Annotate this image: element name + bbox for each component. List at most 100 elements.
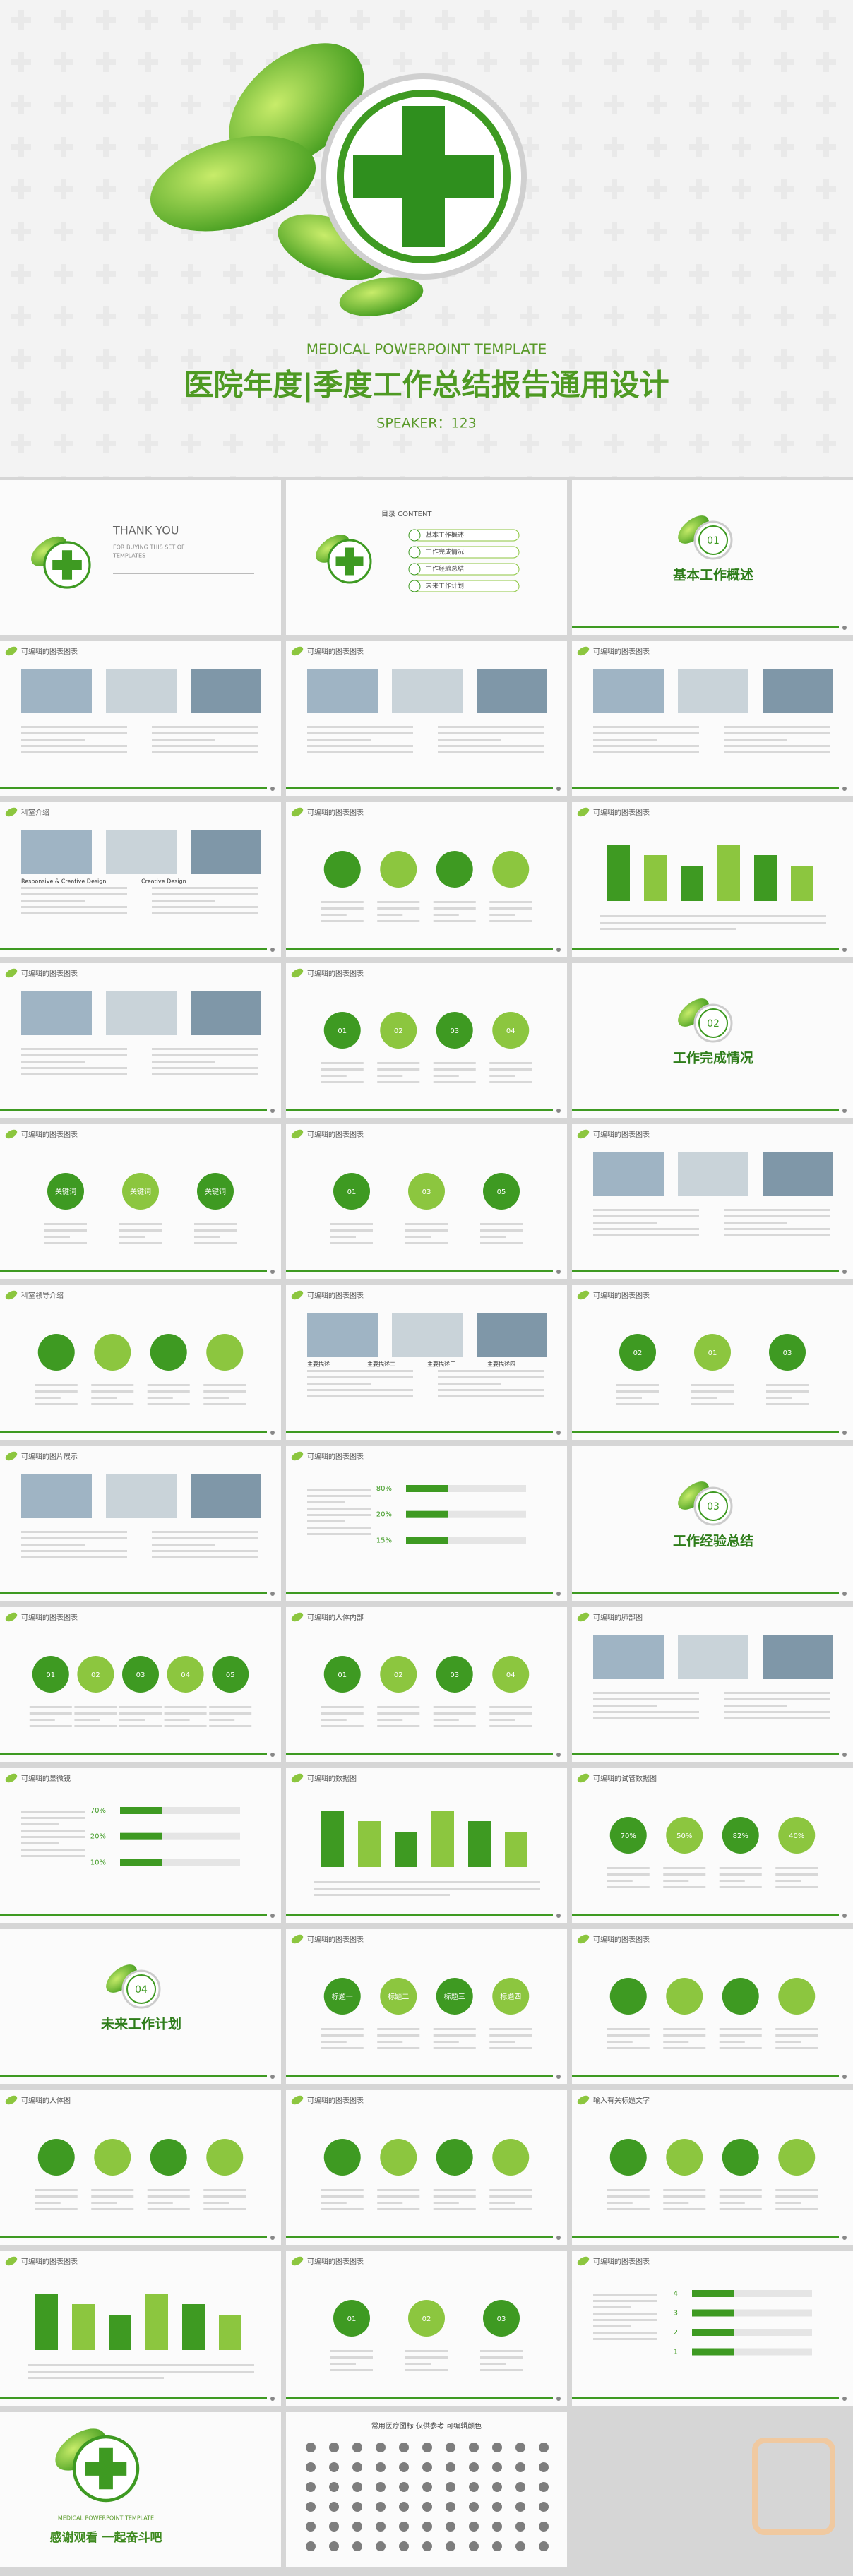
bottom-line [0, 1914, 267, 1916]
photo [21, 669, 92, 713]
photo [21, 1474, 92, 1518]
node [722, 1817, 759, 1854]
icon [539, 2502, 549, 2512]
placeholder-line [203, 2195, 246, 2198]
placeholder-line [724, 1234, 830, 1236]
placeholder-line [152, 912, 258, 914]
icon [376, 2541, 386, 2551]
hero-logo [150, 43, 527, 316]
end-title: 感谢观看 一起奋斗吧 [50, 2530, 162, 2545]
slide-background [0, 802, 281, 957]
slide: 04 未来工作计划 [0, 1929, 281, 2084]
placeholder-line [152, 726, 258, 728]
placeholder-line [203, 1403, 246, 1405]
placeholder-line [719, 2034, 762, 2037]
placeholder-line [377, 901, 420, 903]
placeholder-line [91, 1397, 117, 1399]
placeholder-line [607, 2041, 633, 2043]
decor-bar [717, 845, 740, 901]
placeholder-line [489, 920, 532, 922]
placeholder-line [91, 1403, 134, 1405]
icon [492, 2541, 502, 2551]
slide-header: 可编辑的图表图表 [307, 2096, 364, 2105]
placeholder-line [766, 1384, 809, 1386]
row-label: 1 [674, 2349, 678, 2356]
icon [352, 2541, 362, 2551]
placeholder-line [164, 1706, 207, 1708]
placeholder-line [209, 1725, 252, 1727]
placeholder-line [330, 2369, 373, 2371]
placeholder-line [152, 906, 258, 908]
placeholder-line [405, 1236, 431, 1238]
placeholder-line [21, 1544, 85, 1546]
header-leaf [577, 2095, 590, 2105]
photo [763, 669, 833, 713]
placeholder-line [489, 1062, 532, 1064]
placeholder-line [330, 1223, 373, 1225]
placeholder-line [724, 1698, 830, 1700]
bottom-line [286, 1270, 553, 1272]
bottom-line [572, 2236, 839, 2238]
row-track [120, 1859, 240, 1866]
placeholder-line [330, 1229, 373, 1232]
placeholder-line [307, 1489, 371, 1491]
row-label: 3 [674, 2310, 678, 2318]
slide: MEDICAL POWERPOINT TEMPLATE 感谢观看 一起奋斗吧 [0, 2412, 281, 2567]
placeholder-line [489, 1075, 515, 1077]
bottom-line [572, 626, 839, 628]
placeholder-line [119, 1706, 162, 1708]
caption: Responsive & Creative Design [21, 878, 106, 885]
slide-background [0, 963, 281, 1118]
bottom-line [0, 1753, 267, 1755]
placeholder-line [21, 1067, 127, 1069]
node-label: 04 [181, 1671, 190, 1679]
node [769, 1334, 806, 1371]
bottom-dot [842, 1109, 847, 1113]
header-leaf [5, 968, 18, 978]
placeholder-line [438, 1376, 544, 1378]
node [197, 1173, 234, 1210]
icon [399, 2443, 409, 2452]
placeholder-line [489, 2034, 532, 2037]
placeholder-line [44, 1229, 87, 1232]
node [666, 1978, 703, 2015]
placeholder-line [314, 1888, 540, 1890]
placeholder-line [607, 1886, 650, 1888]
row-bar [120, 1832, 162, 1840]
slide-header: 可编辑的图表图表 [307, 1452, 364, 1461]
icon [492, 2522, 502, 2532]
node [150, 1334, 187, 1371]
bottom-line [572, 1592, 839, 1594]
icon [446, 2502, 455, 2512]
hero-speaker: SPEAKER：123 [376, 416, 476, 431]
node [37, 1334, 75, 1371]
bottom-dot [842, 626, 847, 630]
slide-header: 可编辑的图表图表 [307, 808, 364, 817]
placeholder-line [321, 2208, 364, 2210]
placeholder-line [616, 1397, 642, 1399]
bottom-dot [842, 1914, 847, 1918]
placeholder-line [28, 2371, 254, 2373]
placeholder-line [321, 1712, 364, 1715]
slide-header: 可编辑的图表图表 [307, 969, 364, 978]
placeholder-line [21, 1830, 85, 1832]
placeholder-line [119, 1719, 145, 1721]
placeholder-line [321, 1062, 364, 1064]
node [323, 1978, 361, 2015]
slide [572, 2412, 853, 2567]
node [492, 1656, 530, 1693]
node-label: 02 [633, 1349, 643, 1357]
icon [469, 2541, 479, 2551]
node-label: 标题二 [388, 1993, 409, 2001]
slide-background [0, 641, 281, 796]
photo [191, 830, 261, 874]
slide: 可编辑的显微镜 70% 20% 10% [0, 1768, 281, 1923]
photo [21, 991, 92, 1035]
logo-cross [52, 550, 82, 580]
section-inner [698, 525, 728, 555]
node [94, 1334, 131, 1371]
placeholder-line [489, 2208, 532, 2210]
placeholder-line [119, 1242, 162, 1244]
placeholder-line [307, 745, 413, 747]
